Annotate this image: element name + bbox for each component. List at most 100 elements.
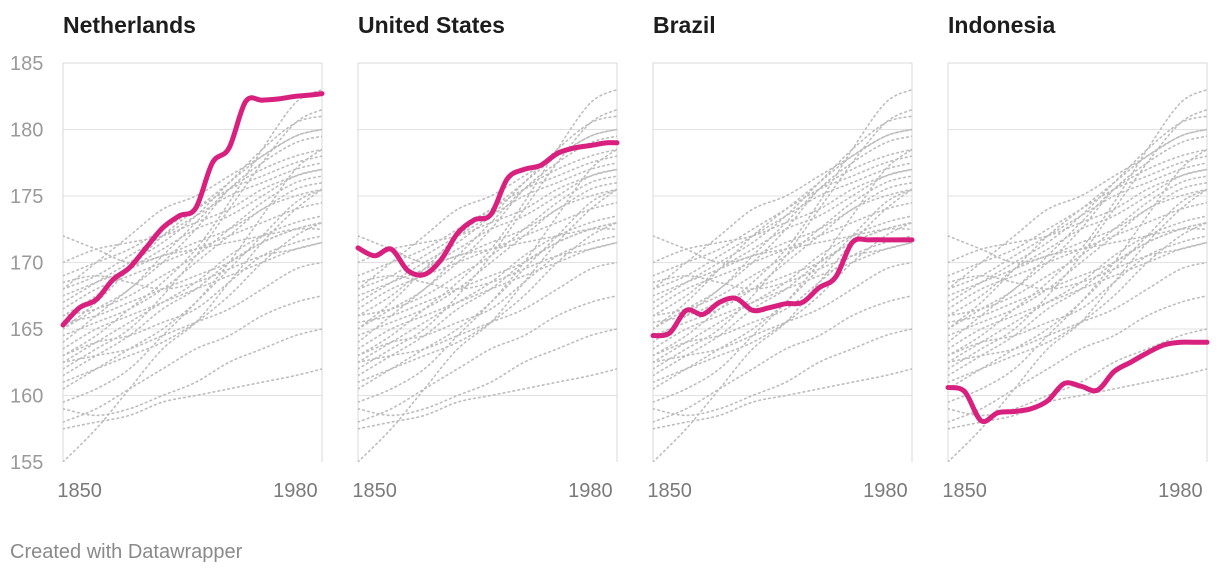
background-series-line-27 (948, 175, 1207, 317)
background-series-line-25 (653, 235, 912, 357)
background-series-line-11 (948, 148, 1207, 330)
background-series-line-23 (63, 328, 322, 417)
background-series-line-27 (653, 175, 912, 317)
y-tick-label-185: 185 (10, 53, 43, 75)
background-series-line-28 (948, 215, 1207, 364)
background-series-line-22 (358, 221, 617, 383)
background-series-line-8 (63, 241, 322, 350)
background-series-line-21 (358, 181, 617, 264)
background-series-line-21 (653, 181, 912, 264)
panel-united-states: United States 1850 1980 (352, 12, 620, 502)
background-series-line-22 (948, 221, 1207, 383)
background-series-line-19 (653, 155, 912, 277)
background-series-line-12 (948, 221, 1207, 324)
background-series-line-24 (63, 368, 322, 430)
highlight-line-netherlands (60, 91, 325, 328)
background-series-line-8 (358, 241, 617, 350)
background-series-line-29 (948, 128, 1207, 290)
background-series-line-9 (653, 135, 912, 344)
background-series-line-4 (653, 221, 912, 377)
background-series-line-27 (358, 175, 617, 317)
background-series-line-1 (653, 295, 912, 423)
background-series-group (63, 88, 322, 462)
background-series-line-6 (358, 261, 617, 364)
highlight-line-brazil (650, 236, 915, 339)
panel-indonesia: Indonesia 1850 1980 (942, 12, 1210, 502)
x-tick-label-1980: 1980 (863, 480, 908, 502)
y-tick-label-175: 175 (10, 186, 43, 208)
background-series-line-26 (63, 128, 322, 330)
background-series-line-22 (63, 221, 322, 383)
x-tick-label-1850: 1850 (942, 480, 987, 502)
background-series-line-26 (948, 128, 1207, 330)
background-series-line-6 (948, 261, 1207, 364)
background-series-group (948, 88, 1207, 462)
background-series-line-19 (63, 155, 322, 277)
background-series-line-21 (948, 181, 1207, 264)
x-tick-label-1980: 1980 (1158, 480, 1203, 502)
background-series-line-17 (948, 162, 1207, 290)
panel-brazil: Brazil 1850 1980 (647, 12, 915, 502)
background-series-line-11 (358, 148, 617, 330)
background-series-line-5 (948, 108, 1207, 370)
background-series-line-19 (948, 155, 1207, 277)
highlight-line-indonesia (945, 339, 1210, 424)
background-series-line-9 (63, 135, 322, 344)
background-series-line-3 (63, 188, 322, 390)
background-series-line-26 (358, 128, 617, 330)
background-series-group (653, 88, 912, 462)
background-series-line-15 (358, 115, 617, 304)
background-series-line-24 (358, 368, 617, 430)
y-tick-label-160: 160 (10, 386, 43, 408)
background-series-line-10 (63, 188, 322, 337)
panel-netherlands: Netherlands 155 160 165 170 175 180 185 1850 1980 (10, 12, 325, 502)
background-series-line-18 (653, 241, 912, 290)
background-series-line-25 (948, 235, 1207, 357)
background-series-line-1 (358, 295, 617, 423)
background-series-line-29 (358, 128, 617, 290)
background-series-line-11 (63, 148, 322, 330)
background-series-line-16 (358, 227, 617, 297)
background-series-line-29 (653, 128, 912, 290)
background-series-line-0 (653, 188, 912, 462)
background-series-line-4 (948, 221, 1207, 377)
panel-title-united-states: United States (358, 12, 505, 38)
background-series-line-10 (653, 188, 912, 337)
x-tick-label-1850: 1850 (647, 480, 692, 502)
background-series-line-9 (358, 135, 617, 344)
background-series-line-1 (948, 295, 1207, 423)
background-series-line-22 (653, 221, 912, 383)
background-series-line-26 (653, 128, 912, 330)
background-series-line-16 (948, 227, 1207, 297)
background-series-line-20 (653, 168, 912, 264)
background-series-line-5 (63, 108, 322, 370)
background-series-line-12 (63, 221, 322, 324)
x-tick-label-1850: 1850 (352, 480, 397, 502)
background-series-line-28 (63, 215, 322, 364)
highlight-line-united-states (355, 140, 620, 278)
background-series-line-13 (948, 168, 1207, 317)
background-series-line-13 (358, 168, 617, 317)
background-series-line-23 (948, 328, 1207, 417)
y-tick-label-180: 180 (10, 120, 43, 142)
background-series-line-18 (948, 241, 1207, 290)
background-series-line-25 (358, 235, 617, 357)
background-series-line-23 (358, 328, 617, 417)
background-series-line-20 (63, 168, 322, 264)
background-series-line-1 (63, 295, 322, 423)
background-series-group (358, 88, 617, 462)
background-series-line-28 (653, 215, 912, 364)
datawrapper-credit: Created with Datawrapper (10, 541, 243, 563)
background-series-line-9 (948, 135, 1207, 344)
background-series-line-15 (63, 115, 322, 304)
background-series-line-20 (948, 168, 1207, 264)
background-series-line-29 (63, 128, 322, 290)
background-series-line-8 (948, 241, 1207, 350)
background-series-line-10 (948, 188, 1207, 337)
background-series-line-0 (358, 188, 617, 462)
panel-title-brazil: Brazil (653, 12, 716, 38)
background-series-line-15 (653, 115, 912, 304)
background-series-line-24 (948, 368, 1207, 430)
background-series-line-16 (653, 227, 912, 297)
background-series-line-4 (358, 221, 617, 377)
